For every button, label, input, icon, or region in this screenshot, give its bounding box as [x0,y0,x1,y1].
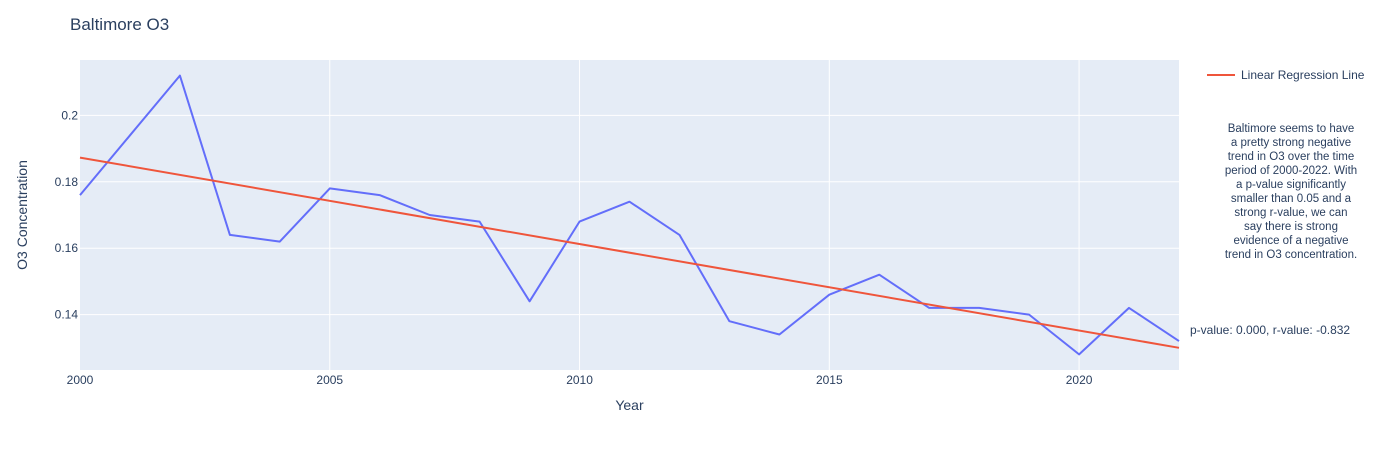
legend-label-regression: Linear Regression Line [1241,68,1365,82]
stats-annotation: p-value: 0.000, r-value: -0.832 [1190,323,1350,337]
grid-lines [80,60,1179,370]
x-tick-label: 2015 [816,373,843,387]
x-tick-label: 2005 [316,373,343,387]
y-tick-label: 0.14 [55,308,79,322]
annotation-note-line: a pretty strong negative [1231,137,1351,149]
annotation-note-line: smaller than 0.05 and a [1231,193,1352,205]
regression-line [79,156,1180,349]
annotation-note-line: Baltimore seems to have [1228,123,1355,135]
annotation-note-line: evidence of a negative [1233,235,1348,247]
x-tick-label: 2020 [1066,373,1093,387]
chart-title: Baltimore O3 [70,15,169,34]
annotation-note: Baltimore seems to have a pretty strong n… [1225,123,1357,261]
annotation-note-line: trend in O3 concentration. [1225,249,1357,261]
y-tick-label: 0.18 [55,175,79,189]
annotation-note-line: say there is strong [1244,221,1338,233]
x-tick-label: 2010 [566,373,593,387]
y-tick-label: 0.2 [61,108,78,122]
y-axis-title: O3 Concentration [14,160,30,270]
annotation-note-line: trend in O3 over the time [1228,151,1355,163]
annotation-note-line: a p-value significantly [1236,179,1346,191]
x-tick-label: 2000 [67,373,94,387]
y-tick-label: 0.16 [55,241,79,255]
x-axis-title: Year [615,397,644,413]
series-layer [79,74,1180,356]
annotation-note-line: period of 2000-2022. With [1225,165,1357,177]
annotation-note-line: strong r-value, we can [1234,207,1347,219]
tick-labels: 2000 2005 2010 2015 2020 0.14 0.16 0.18 0.2 [55,108,1093,387]
legend[interactable]: Linear Regression Line [1207,68,1365,82]
o3-line [79,74,1180,356]
plot-area [80,60,1179,370]
